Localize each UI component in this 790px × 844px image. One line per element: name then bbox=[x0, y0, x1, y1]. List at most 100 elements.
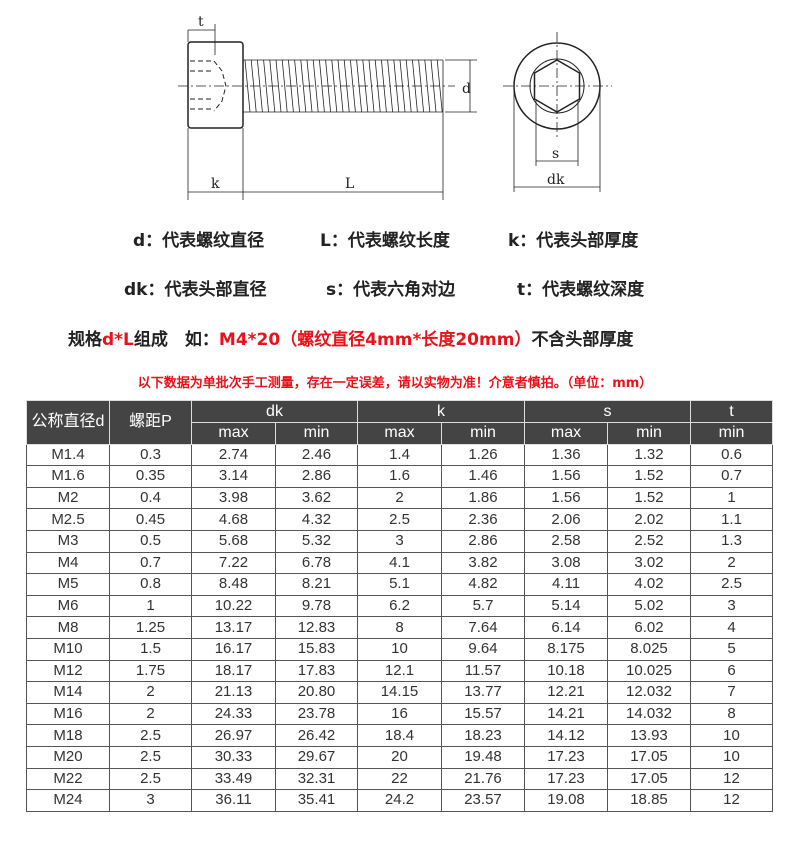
table-cell: 3.02 bbox=[607, 551, 691, 575]
table-row: M3 0.5 5.68 5.32 3 2.86 2.58 2.52 1.3 bbox=[26, 529, 773, 553]
table-cell: 1.5 bbox=[109, 637, 192, 661]
table-cell: M8 bbox=[26, 616, 110, 639]
table-cell: 2.5 bbox=[109, 724, 192, 747]
table-row: M8 1.25 13.17 12.83 8 7.64 6.14 6.02 4 bbox=[26, 616, 773, 639]
table-cell: M20 bbox=[26, 745, 110, 769]
table-cell: 8 bbox=[357, 616, 442, 639]
table-cell: 21.76 bbox=[441, 767, 525, 791]
table-cell: M1.6 bbox=[26, 465, 110, 488]
screw-head bbox=[187, 41, 244, 129]
table-row: M10 1.5 16.17 15.83 10 9.64 8.175 8.025 5 bbox=[26, 637, 773, 661]
table-cell: 2 bbox=[357, 486, 442, 510]
table-cell: 10.025 bbox=[607, 659, 691, 683]
table-cell: 18.4 bbox=[357, 724, 442, 747]
table-cell: 1 bbox=[109, 594, 192, 618]
table-cell: 1.4 bbox=[357, 443, 442, 467]
table-cell: 3 bbox=[357, 529, 442, 553]
table-cell: 4.82 bbox=[441, 573, 525, 596]
header-dk-max: max bbox=[191, 422, 276, 445]
table-cell: 1.52 bbox=[607, 465, 691, 488]
table-cell: M18 bbox=[26, 724, 110, 747]
table-cell: 26.42 bbox=[275, 724, 358, 747]
thread-line bbox=[319, 59, 325, 113]
table-cell: M4 bbox=[26, 551, 110, 575]
thread-line bbox=[244, 59, 251, 113]
header-k: k bbox=[357, 400, 525, 423]
table-cell: 30.33 bbox=[191, 745, 276, 769]
table-cell: 4.68 bbox=[191, 508, 276, 531]
table-cell: 18.85 bbox=[607, 789, 691, 812]
table-row: M5 0.8 8.48 8.21 5.1 4.82 4.11 4.02 2.5 bbox=[26, 573, 773, 596]
table-cell: 7 bbox=[690, 681, 773, 704]
table-cell: 18.23 bbox=[441, 724, 525, 747]
legend-L: L：代表螺纹长度 bbox=[320, 231, 450, 251]
table-cell: 1.36 bbox=[524, 443, 608, 467]
thread-line bbox=[275, 59, 282, 113]
table-row: M20 2.5 30.33 29.67 20 19.48 17.23 17.05 10 bbox=[26, 745, 773, 769]
table-cell: 33.49 bbox=[191, 767, 276, 791]
table-cell: 19.48 bbox=[441, 745, 525, 769]
label-d: d bbox=[462, 81, 471, 97]
table-cell: 24.2 bbox=[357, 789, 442, 812]
table-cell: 2.5 bbox=[690, 573, 773, 596]
table-cell: 17.83 bbox=[275, 659, 358, 683]
table-cell: M22 bbox=[26, 767, 110, 791]
table-cell: 8 bbox=[690, 702, 773, 726]
table-cell: 14.21 bbox=[524, 702, 608, 726]
thread-line bbox=[294, 59, 300, 113]
screw-diagram: t k L d s dk bbox=[178, 14, 612, 200]
table-cell: 5.14 bbox=[524, 594, 608, 618]
table-cell: 23.57 bbox=[441, 789, 525, 812]
table-cell: 0.7 bbox=[690, 465, 773, 488]
table-row: M2 0.4 3.98 3.62 2 1.86 1.56 1.52 1 bbox=[26, 486, 773, 510]
table-cell: 5.02 bbox=[607, 594, 691, 618]
table-cell: 22 bbox=[357, 767, 442, 791]
table-cell: 13.77 bbox=[441, 681, 525, 704]
header-t: t bbox=[690, 400, 773, 423]
table-cell: M2.5 bbox=[26, 508, 110, 531]
table-row: M4 0.7 7.22 6.78 4.1 3.82 3.08 3.02 2 bbox=[26, 551, 773, 575]
table-cell: 10 bbox=[357, 637, 442, 661]
table-cell: 3.62 bbox=[275, 486, 358, 510]
header-dk: dk bbox=[191, 400, 358, 423]
header-s-min: min bbox=[607, 422, 691, 445]
table-cell: 1.86 bbox=[441, 486, 525, 510]
table-row: M1.4 0.3 2.74 2.46 1.4 1.26 1.36 1.32 0.6 bbox=[26, 443, 773, 467]
table-cell: 35.41 bbox=[275, 789, 358, 812]
table-cell: 13.17 bbox=[191, 616, 276, 639]
table-cell: 18.17 bbox=[191, 659, 276, 683]
table-cell: 6 bbox=[690, 659, 773, 683]
table-cell: 17.23 bbox=[524, 767, 608, 791]
table-cell: 4.1 bbox=[357, 551, 442, 575]
table-cell: 10 bbox=[690, 745, 773, 769]
table-cell: 21.13 bbox=[191, 681, 276, 704]
table-cell: M14 bbox=[26, 681, 110, 704]
table-cell: 0.5 bbox=[109, 529, 192, 553]
table-cell: 1.26 bbox=[441, 443, 525, 467]
table-cell: 3 bbox=[109, 789, 192, 812]
table-cell: 14.12 bbox=[524, 724, 608, 747]
table-cell: 32.31 bbox=[275, 767, 358, 791]
table-cell: 7.22 bbox=[191, 551, 276, 575]
table-cell: 8.21 bbox=[275, 573, 358, 596]
table-cell: 4.11 bbox=[524, 573, 608, 596]
header-k-max: max bbox=[357, 422, 442, 445]
table-cell: 15.83 bbox=[275, 637, 358, 661]
table-cell: 4 bbox=[690, 616, 773, 639]
table-cell: 0.3 bbox=[109, 443, 192, 467]
table-cell: M3 bbox=[26, 529, 110, 553]
table-cell: 9.78 bbox=[275, 594, 358, 618]
table-cell: 16 bbox=[357, 702, 442, 726]
table-cell: 2.5 bbox=[109, 745, 192, 769]
header-t-min: min bbox=[690, 422, 773, 445]
table-cell: 12.032 bbox=[607, 681, 691, 704]
table-cell: 6.02 bbox=[607, 616, 691, 639]
table-cell: 1.75 bbox=[109, 659, 192, 683]
table-cell: 7.64 bbox=[441, 616, 525, 639]
table-cell: 3.82 bbox=[441, 551, 525, 575]
thread-line bbox=[424, 59, 431, 113]
table-cell: 8.025 bbox=[607, 637, 691, 661]
legend-dk: dk：代表头部直径 bbox=[124, 280, 267, 300]
table-cell: 6.78 bbox=[275, 551, 358, 575]
table-cell: 9.64 bbox=[441, 637, 525, 661]
